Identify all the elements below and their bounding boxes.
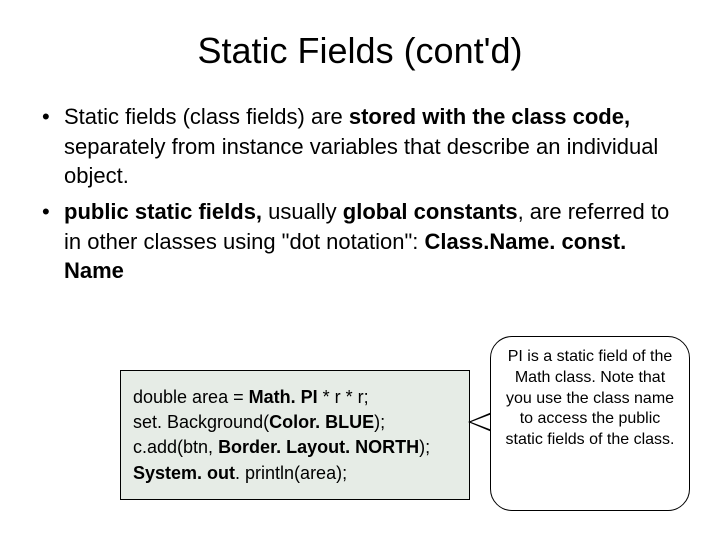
bullet-text: Static fields (class fields) are [64, 104, 349, 129]
bullet-list: Static fields (class fields) are stored … [40, 102, 680, 286]
code-text: ); [419, 437, 430, 457]
code-bold: Border. Layout. NORTH [218, 437, 419, 457]
bullet-item: public static fields, usually global con… [40, 197, 680, 286]
code-text: set. Background( [133, 412, 269, 432]
code-bold: Color. BLUE [269, 412, 374, 432]
code-line: double area = Math. PI * r * r; [133, 385, 457, 410]
callout-pointer [471, 414, 492, 430]
bullet-bold: stored with the class code, [349, 104, 630, 129]
bullet-bold: public static fields, [64, 199, 262, 224]
slide-title: Static Fields (cont'd) [40, 30, 680, 72]
bullet-item: Static fields (class fields) are stored … [40, 102, 680, 191]
bullet-text: usually [262, 199, 343, 224]
code-text: * r * r; [318, 387, 369, 407]
code-box: double area = Math. PI * r * r; set. Bac… [120, 370, 470, 500]
callout-box: PI is a static field of the Math class. … [490, 336, 690, 511]
code-bold: System. out [133, 463, 235, 483]
code-text: . println(area); [235, 463, 347, 483]
code-line: set. Background(Color. BLUE); [133, 410, 457, 435]
code-line: c.add(btn, Border. Layout. NORTH); [133, 435, 457, 460]
bullet-bold: global constants [343, 199, 518, 224]
slide: Static Fields (cont'd) Static fields (cl… [0, 0, 720, 540]
code-text: c.add(btn, [133, 437, 218, 457]
code-line: System. out. println(area); [133, 461, 457, 486]
code-text: ); [374, 412, 385, 432]
code-text: double area = [133, 387, 249, 407]
bullet-text: separately from instance variables that … [64, 134, 658, 189]
callout-text: PI is a static field of the Math class. … [506, 348, 675, 448]
code-bold: Math. PI [249, 387, 318, 407]
